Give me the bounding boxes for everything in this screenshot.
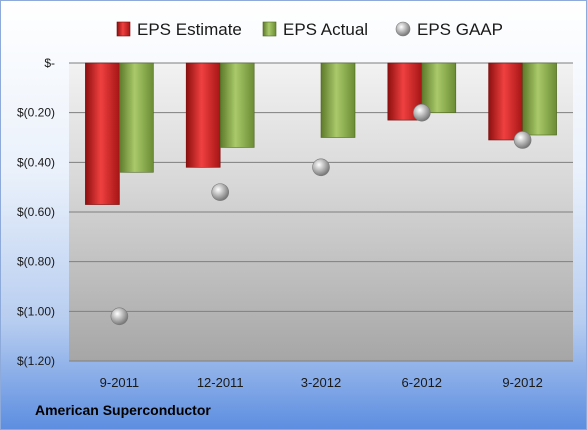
legend-label: EPS Estimate — [137, 20, 242, 39]
legend-swatch — [395, 21, 411, 37]
bars — [85, 62, 557, 205]
bar-eps-actual — [320, 62, 356, 138]
y-tick-label: $(0.80) — [17, 255, 55, 269]
bar-eps-estimate — [488, 62, 523, 141]
company-label: American Superconductor — [35, 402, 211, 418]
legend-swatch — [116, 21, 131, 37]
x-tick-label: 3-2012 — [301, 375, 341, 390]
x-tick-label: 6-2012 — [402, 375, 442, 390]
bar-eps-actual — [421, 62, 457, 113]
y-tick-label: $(0.20) — [17, 106, 55, 120]
x-axis: 9-2011 12-2011 3-2012 6-2012 9-2012 — [100, 375, 543, 390]
point-eps-gaap — [513, 131, 532, 149]
legend-label: EPS Actual — [283, 20, 368, 39]
bar-eps-estimate — [185, 62, 221, 168]
y-tick-label: $(1.00) — [17, 304, 55, 318]
bar-eps-actual — [219, 62, 255, 148]
bar-eps-actual — [119, 62, 154, 173]
point-eps-gaap — [312, 158, 330, 177]
gaap-points — [110, 103, 532, 326]
y-axis: $- $(0.20) $(0.40) $(0.60) $(0.80) $(1.00) $(1… — [17, 56, 55, 368]
legend-swatch — [262, 21, 277, 37]
bar-eps-actual — [522, 62, 557, 136]
x-tick-label: 9-2012 — [502, 375, 542, 390]
bar-eps-estimate — [85, 62, 120, 205]
point-eps-gaap — [211, 183, 229, 201]
x-tick-label: 9-2011 — [100, 375, 140, 390]
y-tick-label: $(0.60) — [17, 205, 55, 219]
point-eps-gaap — [412, 103, 431, 122]
y-tick-label: $(0.40) — [17, 155, 55, 169]
point-eps-gaap — [110, 307, 129, 326]
legend: EPS Estimate EPS Actual EPS GAAP — [116, 20, 503, 39]
y-tick-label: $- — [44, 56, 55, 70]
legend-label: EPS GAAP — [417, 20, 503, 39]
y-tick-label: $(1.20) — [17, 354, 55, 368]
x-tick-label: 12-2011 — [197, 375, 244, 390]
